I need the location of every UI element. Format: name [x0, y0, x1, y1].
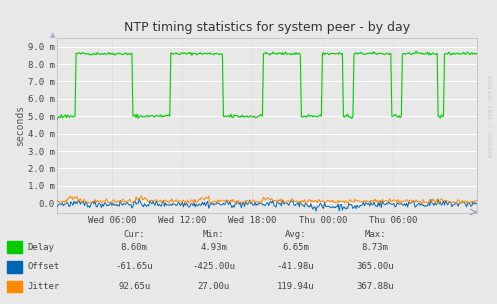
Text: Max:: Max: — [364, 230, 386, 239]
Text: Jitter: Jitter — [27, 282, 60, 291]
Text: RRDTOOL / TOBI OETIKER: RRDTOOL / TOBI OETIKER — [489, 74, 494, 157]
Text: 8.60m: 8.60m — [121, 243, 148, 252]
Text: -61.65u: -61.65u — [115, 262, 153, 271]
Text: Offset: Offset — [27, 262, 60, 271]
Text: 367.88u: 367.88u — [356, 282, 394, 291]
Text: Avg:: Avg: — [285, 230, 307, 239]
Text: -425.00u: -425.00u — [192, 262, 235, 271]
Text: Cur:: Cur: — [123, 230, 145, 239]
Text: 8.73m: 8.73m — [362, 243, 389, 252]
Text: -41.98u: -41.98u — [277, 262, 315, 271]
Text: 4.93m: 4.93m — [200, 243, 227, 252]
Text: Min:: Min: — [203, 230, 225, 239]
Text: 27.00u: 27.00u — [198, 282, 230, 291]
Text: ▲: ▲ — [50, 32, 55, 38]
Text: 92.65u: 92.65u — [118, 282, 150, 291]
Text: Delay: Delay — [27, 243, 54, 252]
Text: 6.65m: 6.65m — [282, 243, 309, 252]
Title: NTP timing statistics for system peer - by day: NTP timing statistics for system peer - … — [124, 21, 410, 34]
Text: 365.00u: 365.00u — [356, 262, 394, 271]
Text: 119.94u: 119.94u — [277, 282, 315, 291]
Y-axis label: seconds: seconds — [15, 105, 25, 146]
